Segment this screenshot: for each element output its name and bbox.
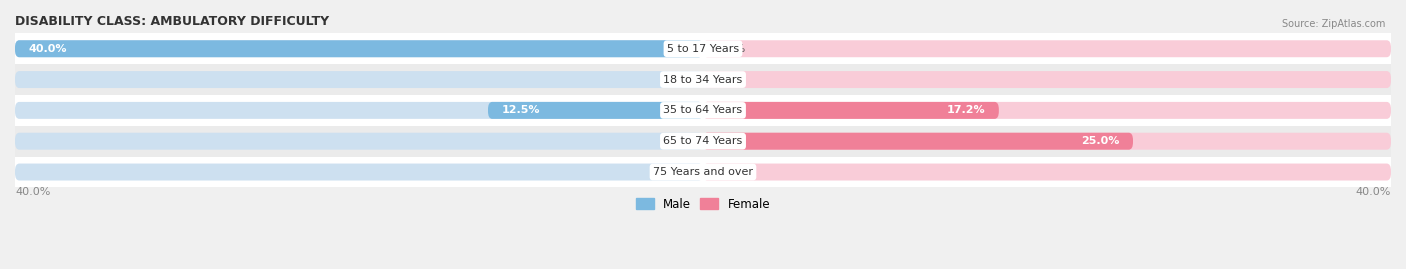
Text: 0.0%: 0.0% <box>717 75 745 84</box>
FancyBboxPatch shape <box>15 40 703 57</box>
FancyBboxPatch shape <box>488 102 703 119</box>
Text: Source: ZipAtlas.com: Source: ZipAtlas.com <box>1281 19 1385 29</box>
Text: 40.0%: 40.0% <box>1355 187 1391 197</box>
Bar <box>15 126 1391 157</box>
Text: 0.0%: 0.0% <box>661 75 689 84</box>
Text: 18 to 34 Years: 18 to 34 Years <box>664 75 742 84</box>
FancyBboxPatch shape <box>703 71 1391 88</box>
Text: 0.0%: 0.0% <box>717 44 745 54</box>
Bar <box>15 157 1391 187</box>
Bar <box>15 33 1391 64</box>
Text: 40.0%: 40.0% <box>15 187 51 197</box>
FancyBboxPatch shape <box>15 71 703 88</box>
Text: 40.0%: 40.0% <box>28 44 67 54</box>
FancyBboxPatch shape <box>703 164 1391 180</box>
Text: 35 to 64 Years: 35 to 64 Years <box>664 105 742 115</box>
Bar <box>15 95 1391 126</box>
FancyBboxPatch shape <box>703 40 1391 57</box>
Text: 17.2%: 17.2% <box>946 105 986 115</box>
Bar <box>15 64 1391 95</box>
Text: 0.0%: 0.0% <box>661 167 689 177</box>
FancyBboxPatch shape <box>15 40 703 57</box>
FancyBboxPatch shape <box>703 102 998 119</box>
Text: 5 to 17 Years: 5 to 17 Years <box>666 44 740 54</box>
FancyBboxPatch shape <box>703 102 1391 119</box>
Legend: Male, Female: Male, Female <box>631 193 775 215</box>
FancyBboxPatch shape <box>703 133 1391 150</box>
Text: 75 Years and over: 75 Years and over <box>652 167 754 177</box>
FancyBboxPatch shape <box>15 164 703 180</box>
FancyBboxPatch shape <box>15 133 703 150</box>
Text: 0.0%: 0.0% <box>717 167 745 177</box>
Text: 0.0%: 0.0% <box>661 136 689 146</box>
FancyBboxPatch shape <box>15 102 703 119</box>
Text: 12.5%: 12.5% <box>502 105 540 115</box>
FancyBboxPatch shape <box>703 133 1133 150</box>
Text: 65 to 74 Years: 65 to 74 Years <box>664 136 742 146</box>
Text: DISABILITY CLASS: AMBULATORY DIFFICULTY: DISABILITY CLASS: AMBULATORY DIFFICULTY <box>15 15 329 28</box>
Text: 25.0%: 25.0% <box>1081 136 1119 146</box>
